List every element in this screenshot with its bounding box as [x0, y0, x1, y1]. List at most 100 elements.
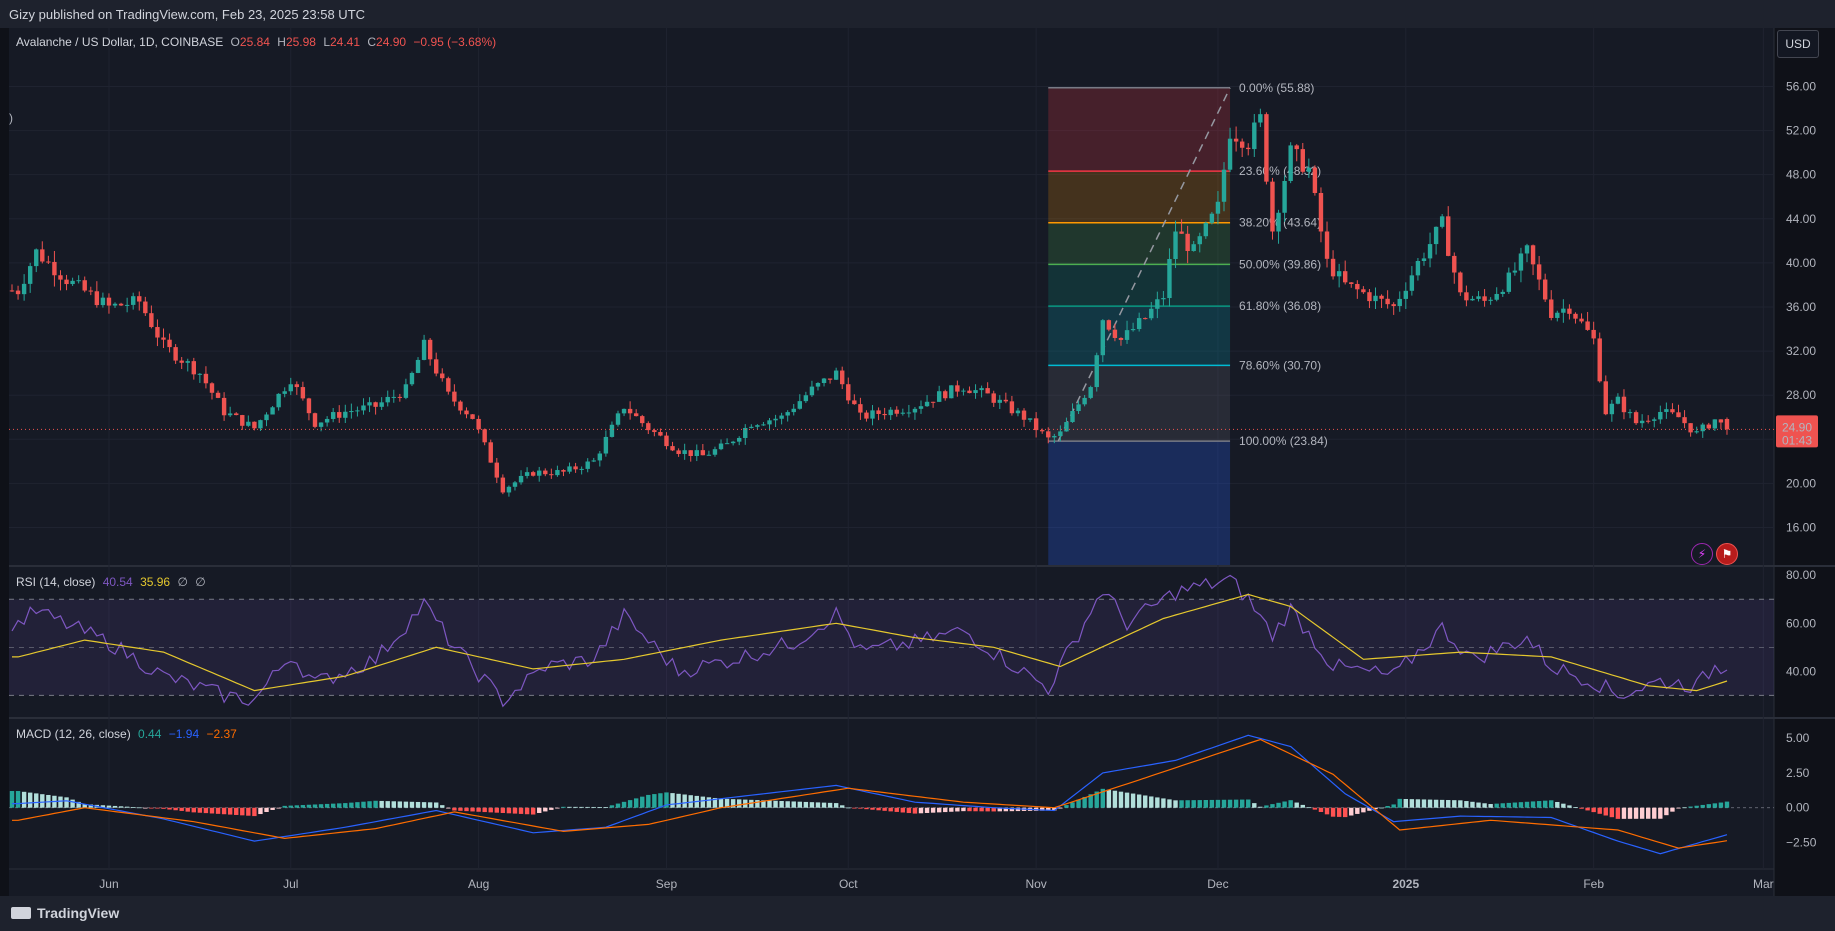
candle — [627, 408, 633, 414]
candle — [549, 474, 554, 476]
flag-icon[interactable]: ⚑ — [1716, 543, 1738, 565]
candle — [1506, 272, 1512, 292]
fib-zone — [1048, 87, 1231, 172]
macd-histogram-bar — [1464, 801, 1469, 808]
macd-histogram-bar — [1694, 805, 1699, 808]
macd-histogram-bar — [1446, 800, 1451, 808]
macd-histogram-bar — [652, 794, 657, 808]
price-tick-label: 36.00 — [1786, 300, 1816, 314]
tradingview-logo-icon — [11, 907, 31, 919]
macd-histogram-bar — [1100, 788, 1105, 808]
lightning-icon[interactable]: ⚡ — [1691, 543, 1713, 565]
candle — [337, 412, 342, 418]
macd-histogram-bar — [1227, 799, 1233, 808]
candle — [227, 413, 233, 416]
candle — [343, 411, 348, 418]
high-label: H — [277, 35, 286, 49]
price-tick-label: 56.00 — [1786, 79, 1816, 93]
candle — [1161, 298, 1166, 300]
macd-histogram-bar — [343, 803, 348, 808]
candle — [488, 442, 493, 463]
macd-histogram-bar — [967, 807, 972, 812]
macd-histogram-bar — [561, 806, 566, 808]
candle — [1112, 329, 1118, 338]
candle — [543, 470, 548, 475]
candle — [397, 396, 403, 398]
candle — [330, 412, 336, 419]
candle — [724, 443, 730, 445]
macd-histogram-bar — [330, 803, 336, 808]
macd-histogram-bar — [1294, 802, 1299, 808]
candle — [694, 450, 699, 457]
macd-histogram-bar — [155, 807, 160, 809]
macd-line-value: −1.94 — [168, 727, 200, 741]
macd-tick-label: −2.50 — [1786, 836, 1817, 850]
macd-histogram-bar — [294, 805, 300, 808]
macd-histogram-bar — [234, 807, 239, 815]
macd-histogram-bar — [1124, 792, 1130, 808]
candle — [1330, 258, 1336, 277]
candle — [949, 385, 954, 399]
macd-histogram-bar — [1191, 800, 1196, 808]
bar-countdown: 01:43 — [1782, 433, 1812, 447]
candle — [1082, 397, 1087, 405]
time-tick-label: Oct — [839, 877, 858, 891]
macd-histogram-bar — [973, 807, 978, 812]
candle — [1258, 114, 1263, 123]
candle — [1312, 167, 1318, 193]
candle — [979, 388, 984, 391]
chart-frame[interactable] — [9, 28, 1774, 896]
candle — [131, 296, 136, 305]
candle — [1585, 321, 1590, 330]
candle — [1652, 419, 1657, 421]
fib-zone — [1048, 171, 1231, 223]
macd-histogram-bar — [1094, 791, 1099, 808]
candle — [791, 408, 796, 413]
macd-histogram-bar — [1561, 803, 1566, 808]
candle — [1276, 212, 1281, 232]
candle — [1106, 320, 1112, 330]
candle — [767, 420, 772, 425]
currency-button[interactable]: USD — [1777, 30, 1819, 58]
macd-histogram-bar — [1324, 807, 1330, 815]
macd-histogram-bar — [143, 807, 148, 809]
macd-histogram-bar — [306, 804, 312, 808]
macd-signal-line — [12, 738, 1728, 849]
candle — [1482, 296, 1487, 301]
candle — [288, 384, 293, 392]
candle — [1561, 308, 1566, 313]
macd-histogram-bar — [349, 802, 354, 808]
candle — [373, 402, 378, 407]
rsi-legend: RSI (14, close) 40.54 35.96 ∅ ∅ — [16, 575, 210, 589]
macd-histogram-bar — [1427, 799, 1433, 808]
candle — [730, 441, 736, 444]
macd-histogram-bar — [1343, 807, 1348, 818]
candle — [985, 388, 990, 394]
macd-tick-label: 2.50 — [1786, 766, 1810, 780]
tradingview-logo[interactable]: TradingView — [11, 905, 119, 921]
macd-histogram-bar — [40, 794, 45, 808]
macd-histogram-bar — [1046, 807, 1051, 811]
candle — [597, 453, 603, 461]
macd-histogram-bar — [27, 792, 33, 808]
macd-histogram-bar — [1615, 807, 1621, 819]
macd-histogram-bar — [1724, 801, 1730, 808]
candle — [1288, 145, 1293, 181]
macd-histogram-bar — [627, 800, 633, 808]
candle — [803, 395, 809, 402]
candle — [664, 435, 669, 447]
macd-histogram-bar — [100, 805, 106, 808]
macd-histogram-bar — [500, 807, 506, 813]
candle — [579, 468, 584, 470]
macd-histogram-bar — [264, 807, 269, 812]
left-edge-glyph: ) — [9, 111, 13, 125]
candle — [1046, 431, 1051, 438]
candle — [1149, 308, 1154, 319]
macd-histogram-bar — [227, 807, 233, 815]
macd-histogram-bar — [1161, 798, 1166, 808]
macd-histogram-bar — [979, 807, 984, 812]
rsi-extra-2: ∅ — [195, 575, 206, 589]
fib-level-label: 61.80% (36.08) — [1239, 299, 1321, 313]
candle — [1476, 296, 1481, 299]
